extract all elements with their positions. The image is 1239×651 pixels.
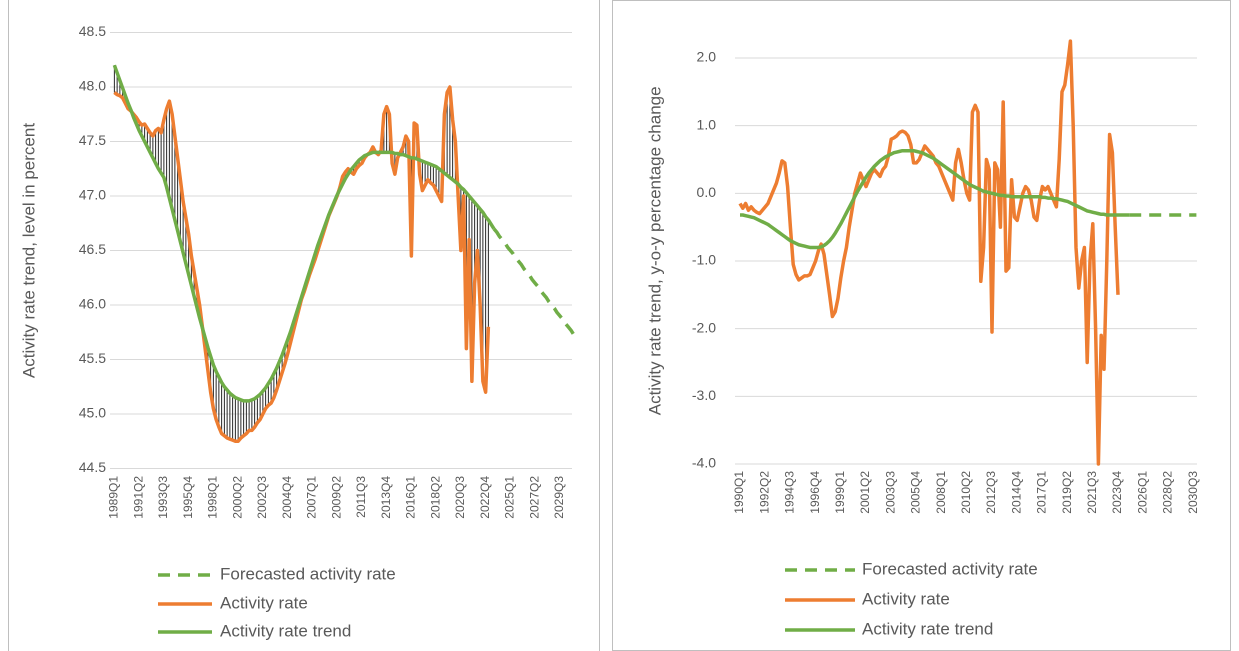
series-line: [738, 39, 1120, 466]
y-tick-label: -3.0: [692, 387, 716, 403]
x-tick-label: 2016Q1: [404, 476, 418, 519]
x-tick-label: 2004Q4: [280, 476, 294, 519]
y-tick-label: 44.5: [79, 459, 106, 475]
x-tick-label: 2025Q1: [503, 476, 517, 519]
y-tick-label: 0.0: [697, 184, 717, 200]
x-tick-label: 2020Q3: [453, 476, 467, 519]
y-tick-label: 45.5: [79, 350, 106, 366]
x-tick-label: 2023Q4: [1110, 471, 1124, 514]
x-tick-label: 2017Q1: [1035, 471, 1049, 514]
y-tick-label: 46.5: [79, 241, 106, 257]
x-tick-label: 1995Q4: [181, 476, 195, 519]
y-axis-title: Activity rate trend, level in percent: [19, 123, 38, 378]
y-tick-label: 47.0: [79, 187, 106, 203]
x-tick-label: 2030Q3: [1186, 471, 1200, 514]
x-tick-label: 1996Q4: [808, 471, 822, 514]
x-tick-label: 2011Q3: [354, 476, 368, 518]
x-tick-label: 2005Q4: [909, 471, 923, 514]
x-tick-label: 2009Q2: [329, 476, 343, 519]
x-tick-label: 1998Q1: [206, 476, 220, 519]
y-axis-title: Activity rate trend, y-o-y percentage ch…: [645, 86, 664, 415]
x-tick-label: 2014Q4: [1009, 471, 1023, 514]
x-tick-label: 2001Q2: [858, 471, 872, 514]
y-tick-label: 47.5: [79, 132, 106, 148]
legend-label: Forecasted activity rate: [220, 564, 396, 583]
y-tick-label: 1.0: [697, 116, 717, 132]
y-tick-label: 48.0: [79, 78, 106, 94]
y-tick-label: 2.0: [697, 49, 717, 65]
x-tick-label: 1992Q2: [757, 471, 771, 514]
x-tick-label: 1993Q3: [156, 476, 170, 519]
series-line: [740, 148, 1130, 250]
x-tick-label: 1999Q1: [833, 471, 847, 514]
x-tick-label: 2002Q3: [255, 476, 269, 519]
x-tick-label: 2026Q1: [1135, 471, 1149, 514]
x-tick-label: 2003Q3: [883, 471, 897, 514]
y-tick-label: -2.0: [692, 319, 716, 335]
y-tick-label: -4.0: [692, 455, 716, 471]
x-tick-label: 2019Q2: [1060, 471, 1074, 514]
x-tick-label: 2010Q2: [959, 471, 973, 514]
legend-label: Activity rate trend: [862, 619, 993, 638]
x-tick-label: 2021Q3: [1085, 471, 1099, 514]
x-tick-label: 1990Q1: [732, 471, 746, 514]
x-tick-label: 2012Q3: [984, 471, 998, 514]
legend-label: Activity rate: [862, 589, 950, 608]
x-tick-label: 2013Q4: [379, 476, 393, 519]
y-tick-label: -1.0: [692, 252, 716, 268]
x-tick-label: 1994Q3: [783, 471, 797, 514]
x-tick-label: 1991Q2: [131, 476, 145, 519]
y-tick-label: 46.0: [79, 296, 106, 312]
x-tick-label: 2008Q1: [934, 471, 948, 514]
x-tick-label: 2029Q3: [552, 476, 566, 519]
x-tick-label: 2018Q2: [428, 476, 442, 519]
series-line: [112, 64, 496, 403]
y-tick-label: 48.5: [79, 23, 106, 39]
x-tick-label: 1989Q1: [107, 476, 121, 519]
legend-label: Forecasted activity rate: [862, 559, 1038, 578]
x-tick-label: 2000Q2: [230, 476, 244, 519]
y-tick-label: 45.0: [79, 405, 106, 421]
x-tick-label: 2022Q4: [478, 476, 492, 519]
x-tick-label: 2027Q2: [527, 476, 541, 519]
legend-label: Activity rate: [220, 593, 308, 612]
series-line: [492, 227, 576, 336]
legend-label: Activity rate trend: [220, 621, 351, 640]
x-tick-label: 2007Q1: [305, 476, 319, 519]
x-tick-label: 2028Q2: [1161, 471, 1175, 514]
